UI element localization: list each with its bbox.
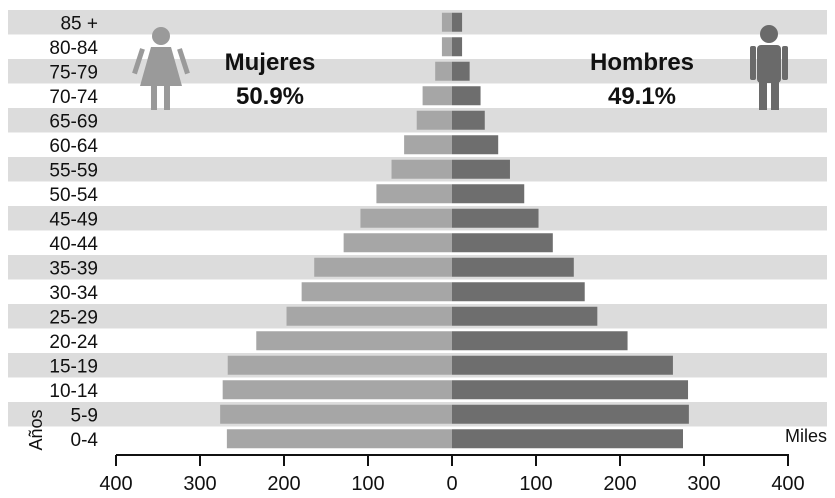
age-label: 5-9 — [71, 405, 98, 426]
bar-mujeres-35-39 — [314, 257, 452, 277]
bars — [220, 12, 689, 449]
bar-hombres-30-34 — [452, 282, 585, 302]
age-label: 15-19 — [49, 356, 98, 377]
age-label: 20-24 — [49, 332, 98, 353]
age-label: 70-74 — [49, 87, 98, 108]
bar-hombres-40-44 — [452, 233, 553, 253]
bar-hombres-60-64 — [452, 135, 499, 155]
female-person-icon — [132, 27, 190, 110]
bar-mujeres-20-24 — [256, 331, 452, 351]
bar-mujeres-0-4 — [226, 429, 452, 449]
age-label: 0-4 — [71, 430, 99, 451]
age-label: 60-64 — [49, 136, 98, 157]
x-tick-label: 100 — [519, 473, 552, 495]
bar-hombres-50-54 — [452, 184, 525, 204]
age-group-labels: 85 + 80-84 75-79 70-74 65-69 60-64 55-59 50-54 4… — [49, 13, 98, 451]
age-label: 10-14 — [49, 381, 98, 402]
x-axis-unit-label: Miles — [785, 426, 827, 446]
age-label: 75-79 — [49, 62, 98, 83]
bar-mujeres-80-84 — [441, 37, 452, 57]
age-label: 80-84 — [49, 38, 98, 59]
bar-hombres-45-49 — [452, 208, 539, 228]
age-label: 65-69 — [49, 111, 98, 132]
bar-hombres-65-69 — [452, 110, 485, 130]
female-percent: 50.9% — [236, 83, 304, 110]
bar-mujeres-15-19 — [227, 355, 452, 375]
bar-hombres-80-84 — [452, 37, 463, 57]
row-band — [8, 10, 827, 35]
age-label: 55-59 — [49, 160, 98, 181]
male-label: Hombres — [590, 49, 694, 76]
bar-hombres-35-39 — [452, 257, 574, 277]
male-person-icon — [750, 25, 788, 110]
age-label: 25-29 — [49, 307, 98, 328]
x-axis: 400 300 200 100 0 100 200 300 400 — [99, 454, 805, 495]
age-label: 85 + — [60, 13, 98, 34]
bar-mujeres-60-64 — [404, 135, 452, 155]
bar-mujeres-65-69 — [416, 110, 452, 130]
bar-hombres-70-74 — [452, 86, 481, 106]
x-tick-label: 200 — [603, 473, 636, 495]
age-label: 50-54 — [49, 185, 98, 206]
bar-hombres-85 — [452, 12, 463, 32]
male-percent: 49.1% — [608, 83, 676, 110]
x-tick-label: 300 — [687, 473, 720, 495]
bar-mujeres-45-49 — [360, 208, 452, 228]
x-tick-label: 400 — [771, 473, 804, 495]
x-tick-label: 0 — [446, 473, 457, 495]
female-label: Mujeres — [225, 49, 316, 76]
bar-mujeres-40-44 — [343, 233, 452, 253]
age-label: 45-49 — [49, 209, 98, 230]
age-label: 35-39 — [49, 258, 98, 279]
x-tick-label: 100 — [351, 473, 384, 495]
row-band — [8, 59, 827, 84]
bar-mujeres-30-34 — [301, 282, 452, 302]
bar-mujeres-55-59 — [391, 159, 452, 179]
bar-mujeres-85 — [441, 12, 452, 32]
bar-mujeres-25-29 — [286, 306, 452, 326]
bar-hombres-15-19 — [452, 355, 673, 375]
bar-hombres-25-29 — [452, 306, 598, 326]
bar-hombres-75-79 — [452, 61, 470, 81]
bar-hombres-5-9 — [452, 404, 689, 424]
bar-hombres-0-4 — [452, 429, 683, 449]
y-axis-title: Años — [26, 409, 46, 450]
bar-hombres-10-14 — [452, 380, 689, 400]
bar-hombres-20-24 — [452, 331, 628, 351]
age-label: 40-44 — [49, 234, 98, 255]
bar-mujeres-75-79 — [435, 61, 452, 81]
bar-hombres-55-59 — [452, 159, 510, 179]
bar-mujeres-70-74 — [422, 86, 452, 106]
x-tick-label: 300 — [183, 473, 216, 495]
bar-mujeres-50-54 — [376, 184, 452, 204]
age-label: 30-34 — [49, 283, 98, 304]
x-tick-label: 400 — [99, 473, 132, 495]
bar-mujeres-10-14 — [222, 380, 452, 400]
x-tick-label: 200 — [267, 473, 300, 495]
bar-mujeres-5-9 — [220, 404, 452, 424]
